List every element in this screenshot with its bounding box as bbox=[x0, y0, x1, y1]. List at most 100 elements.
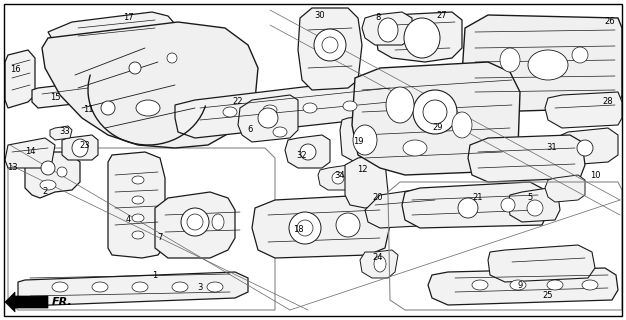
Text: 33: 33 bbox=[59, 127, 70, 137]
Polygon shape bbox=[402, 182, 548, 228]
Polygon shape bbox=[25, 152, 80, 198]
Text: 15: 15 bbox=[49, 93, 60, 102]
Polygon shape bbox=[352, 62, 520, 175]
Circle shape bbox=[322, 37, 338, 53]
Polygon shape bbox=[5, 292, 15, 312]
Polygon shape bbox=[252, 195, 390, 258]
Text: 5: 5 bbox=[527, 194, 533, 203]
Polygon shape bbox=[375, 12, 462, 62]
Polygon shape bbox=[18, 272, 248, 306]
Polygon shape bbox=[298, 8, 362, 90]
Circle shape bbox=[297, 220, 313, 236]
Circle shape bbox=[458, 198, 478, 218]
Text: 14: 14 bbox=[25, 148, 35, 156]
Text: 11: 11 bbox=[83, 106, 93, 115]
Text: 25: 25 bbox=[543, 291, 553, 300]
Ellipse shape bbox=[582, 280, 598, 290]
Polygon shape bbox=[62, 135, 98, 160]
Polygon shape bbox=[545, 92, 622, 128]
Circle shape bbox=[129, 62, 141, 74]
Circle shape bbox=[527, 200, 543, 216]
Polygon shape bbox=[5, 138, 55, 168]
Polygon shape bbox=[238, 95, 298, 142]
Polygon shape bbox=[42, 22, 258, 148]
Text: 24: 24 bbox=[372, 253, 383, 262]
Text: 20: 20 bbox=[372, 194, 383, 203]
Circle shape bbox=[577, 140, 593, 156]
Circle shape bbox=[181, 208, 209, 236]
Ellipse shape bbox=[403, 140, 427, 156]
Ellipse shape bbox=[353, 125, 377, 155]
Text: 21: 21 bbox=[473, 194, 483, 203]
Ellipse shape bbox=[40, 180, 56, 190]
Ellipse shape bbox=[72, 139, 88, 157]
Polygon shape bbox=[8, 296, 48, 308]
Ellipse shape bbox=[510, 280, 526, 290]
Circle shape bbox=[423, 100, 447, 124]
Circle shape bbox=[300, 144, 316, 160]
Ellipse shape bbox=[223, 107, 237, 117]
Circle shape bbox=[332, 172, 344, 184]
Polygon shape bbox=[488, 245, 595, 282]
Text: 2: 2 bbox=[43, 188, 48, 196]
Text: FR.: FR. bbox=[52, 297, 73, 307]
Text: 7: 7 bbox=[157, 234, 163, 243]
Text: 3: 3 bbox=[197, 284, 203, 292]
Text: 34: 34 bbox=[335, 171, 346, 180]
Ellipse shape bbox=[132, 196, 144, 204]
Ellipse shape bbox=[212, 214, 224, 230]
Text: 16: 16 bbox=[9, 66, 20, 75]
Polygon shape bbox=[508, 188, 560, 222]
Ellipse shape bbox=[132, 176, 144, 184]
Circle shape bbox=[413, 90, 457, 134]
Text: 28: 28 bbox=[603, 98, 613, 107]
Ellipse shape bbox=[452, 112, 472, 138]
Text: 1: 1 bbox=[152, 270, 158, 279]
Text: 12: 12 bbox=[357, 165, 367, 174]
Ellipse shape bbox=[132, 214, 144, 222]
Ellipse shape bbox=[273, 127, 287, 137]
Text: 27: 27 bbox=[437, 11, 448, 20]
Circle shape bbox=[41, 161, 55, 175]
Polygon shape bbox=[175, 78, 400, 138]
Text: 23: 23 bbox=[80, 140, 90, 149]
Text: 10: 10 bbox=[590, 171, 600, 180]
Ellipse shape bbox=[547, 280, 563, 290]
Circle shape bbox=[57, 167, 67, 177]
Text: 19: 19 bbox=[352, 138, 363, 147]
Circle shape bbox=[572, 47, 588, 63]
Polygon shape bbox=[155, 192, 235, 258]
Polygon shape bbox=[360, 250, 398, 278]
Text: 26: 26 bbox=[605, 18, 615, 27]
Circle shape bbox=[167, 53, 177, 63]
Ellipse shape bbox=[132, 282, 148, 292]
Polygon shape bbox=[340, 115, 390, 162]
Polygon shape bbox=[48, 12, 175, 48]
Ellipse shape bbox=[343, 101, 357, 111]
Circle shape bbox=[289, 212, 321, 244]
Text: 4: 4 bbox=[125, 215, 131, 225]
Polygon shape bbox=[345, 155, 388, 208]
Ellipse shape bbox=[500, 48, 520, 72]
Ellipse shape bbox=[378, 18, 398, 42]
Text: 31: 31 bbox=[546, 143, 557, 153]
Circle shape bbox=[258, 108, 278, 128]
Polygon shape bbox=[5, 50, 35, 108]
Polygon shape bbox=[108, 152, 165, 258]
Circle shape bbox=[101, 101, 115, 115]
Ellipse shape bbox=[472, 280, 488, 290]
Ellipse shape bbox=[172, 282, 188, 292]
Text: 30: 30 bbox=[315, 11, 326, 20]
Polygon shape bbox=[545, 175, 585, 202]
Polygon shape bbox=[285, 135, 330, 168]
Ellipse shape bbox=[528, 50, 568, 80]
Text: 29: 29 bbox=[433, 124, 443, 132]
Ellipse shape bbox=[404, 18, 440, 58]
Text: 8: 8 bbox=[376, 13, 381, 22]
Text: 6: 6 bbox=[247, 125, 253, 134]
Polygon shape bbox=[365, 188, 442, 228]
Polygon shape bbox=[362, 12, 412, 45]
Ellipse shape bbox=[207, 282, 223, 292]
Polygon shape bbox=[318, 165, 355, 190]
Ellipse shape bbox=[52, 282, 68, 292]
